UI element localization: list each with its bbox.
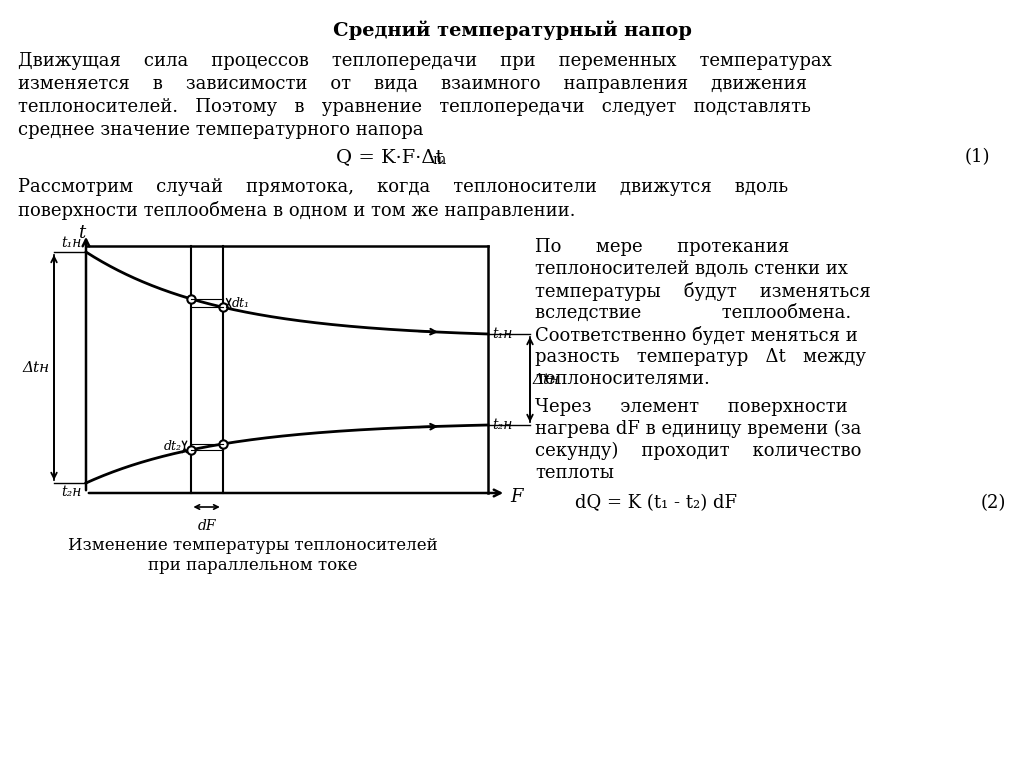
Text: t₁н: t₁н bbox=[492, 327, 512, 341]
Text: секунду)    проходит    количество: секунду) проходит количество bbox=[535, 442, 861, 460]
Text: t₂н: t₂н bbox=[492, 418, 512, 432]
Text: изменяется    в    зависимости    от    вида    взаимного    направления    движ: изменяется в зависимости от вида взаимно… bbox=[18, 75, 807, 93]
Text: t: t bbox=[79, 224, 86, 242]
Text: Δtн: Δtн bbox=[23, 360, 50, 374]
Text: (1): (1) bbox=[965, 148, 990, 166]
Text: По      мере      протекания: По мере протекания bbox=[535, 238, 790, 256]
Text: нагрева dF в единицу времени (за: нагрева dF в единицу времени (за bbox=[535, 420, 861, 438]
Text: вследствие              теплообмена.: вследствие теплообмена. bbox=[535, 304, 851, 322]
Text: температуры    будут    изменяться: температуры будут изменяться bbox=[535, 282, 870, 301]
Text: теплоносителей вдоль стенки их: теплоносителей вдоль стенки их bbox=[535, 260, 848, 278]
Text: dF: dF bbox=[198, 519, 216, 533]
Text: Δtн: Δtн bbox=[534, 373, 560, 387]
Text: dQ = K (t₁ - t₂) dF: dQ = K (t₁ - t₂) dF bbox=[575, 494, 737, 512]
Text: Движущая    сила    процессов    теплопередачи    при    переменных    температу: Движущая сила процессов теплопередачи пр… bbox=[18, 52, 831, 70]
Text: Рассмотрим    случай    прямотока,    когда    теплоносители    движутся    вдол: Рассмотрим случай прямотока, когда тепло… bbox=[18, 178, 788, 196]
Text: t₂н: t₂н bbox=[61, 485, 82, 499]
Text: Соответственно будет меняться и: Соответственно будет меняться и bbox=[535, 326, 858, 345]
Text: Изменение температуры теплоносителей: Изменение температуры теплоносителей bbox=[69, 537, 438, 554]
Text: Через     элемент     поверхности: Через элемент поверхности bbox=[535, 398, 848, 416]
Text: F: F bbox=[510, 488, 522, 506]
Text: разность   температур   Δt   между: разность температур Δt между bbox=[535, 348, 866, 366]
Text: Q = K·F·Δt: Q = K·F·Δt bbox=[336, 148, 443, 166]
Text: dt₁: dt₁ bbox=[231, 297, 250, 310]
Text: m: m bbox=[432, 153, 445, 167]
Text: теплоты: теплоты bbox=[535, 464, 614, 482]
Text: среднее значение температурного напора: среднее значение температурного напора bbox=[18, 121, 424, 139]
Text: dt₂: dt₂ bbox=[164, 440, 181, 453]
Text: (2): (2) bbox=[981, 494, 1006, 512]
Text: поверхности теплообмена в одном и том же направлении.: поверхности теплообмена в одном и том же… bbox=[18, 201, 575, 220]
Text: при параллельном токе: при параллельном токе bbox=[148, 557, 357, 574]
Text: теплоносителями.: теплоносителями. bbox=[535, 370, 710, 388]
Text: t₁н: t₁н bbox=[61, 236, 82, 250]
Text: теплоносителей.   Поэтому   в   уравнение   теплопередачи   следует   подставлят: теплоносителей. Поэтому в уравнение тепл… bbox=[18, 98, 811, 116]
Text: Средний температурный напор: Средний температурный напор bbox=[333, 20, 691, 39]
